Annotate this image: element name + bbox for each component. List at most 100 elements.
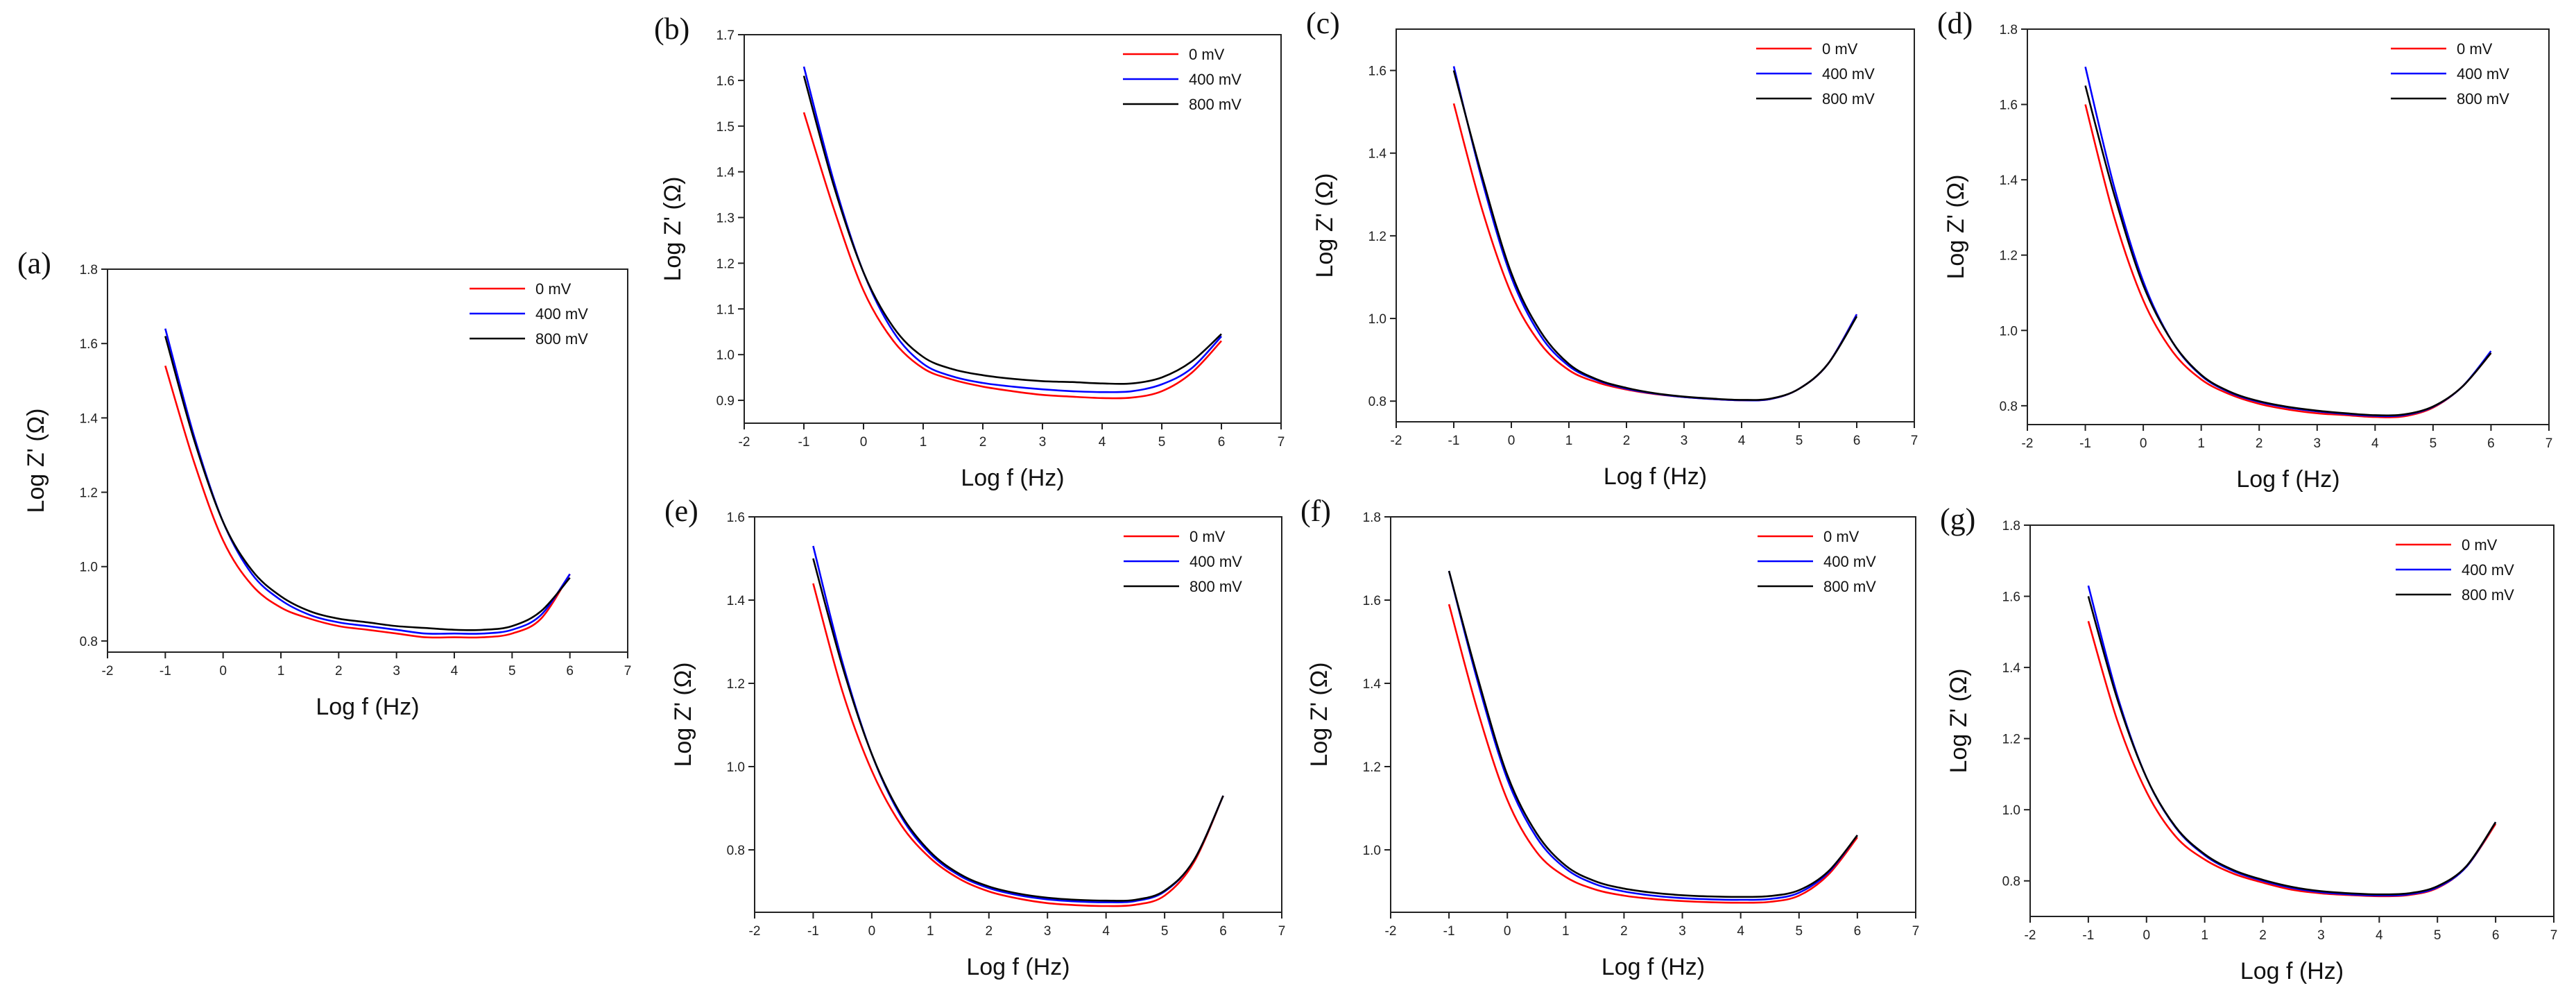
y-tick-label: 1.8 <box>2002 519 2020 533</box>
x-tick-label: 5 <box>2430 436 2437 451</box>
x-tick-label: 1 <box>1565 434 1573 448</box>
legend-label: 800 mV <box>1189 96 1242 113</box>
y-tick-label: 1.1 <box>716 302 735 317</box>
x-tick-label: 1 <box>277 664 285 678</box>
legend-label: 800 mV <box>2462 586 2514 604</box>
x-tick-label: 6 <box>1854 924 1862 939</box>
x-tick-label: 0 <box>1508 434 1515 448</box>
panel-label: (a) <box>17 246 51 280</box>
series-line-800-mv <box>812 558 1224 902</box>
chart-panel-a: -2 -1 0 1 2 3 4 5 6 7 0.8 1.0 1.2 1.4 1.6 1.8 Log f (Hz)… <box>17 246 631 720</box>
series-line-0-mv <box>1452 103 1858 402</box>
series-line-0-mv <box>802 112 1222 400</box>
legend-label: 0 mV <box>2462 536 2498 554</box>
x-tick-label: 4 <box>2371 436 2379 451</box>
y-tick-label: 1.8 <box>1363 511 1381 525</box>
x-tick-label: 0 <box>2140 436 2147 451</box>
y-tick-label: 1.2 <box>716 257 735 271</box>
y-tick-label: 1.2 <box>1368 230 1386 244</box>
chart-panel-e: -2 -1 0 1 2 3 4 5 6 7 0.8 1.0 1.2 1.4 1.6 Log f (Hz) Log… <box>664 494 1285 980</box>
series-line-800-mv <box>1448 570 1858 898</box>
x-tick-label: -2 <box>102 664 114 678</box>
x-tick-label: 4 <box>1738 434 1746 448</box>
panel-label: (e) <box>664 494 698 528</box>
series-line-800-mv <box>2087 596 2497 896</box>
x-tick-label: 1 <box>2197 436 2205 451</box>
series-line-0-mv <box>812 583 1224 907</box>
legend-label: 800 mV <box>535 330 588 348</box>
y-tick-label: 1.4 <box>716 166 735 180</box>
x-tick-label: 3 <box>1044 924 1051 939</box>
y-axis-title: Log Z' (Ω) <box>1312 173 1338 278</box>
x-axis-title: Log f (Hz) <box>961 465 1064 491</box>
x-tick-label: 3 <box>1681 434 1688 448</box>
x-tick-label: 4 <box>2376 928 2383 943</box>
series-line-0-mv <box>2084 104 2492 418</box>
x-tick-label: 3 <box>1039 435 1047 450</box>
legend-label: 800 mV <box>1190 578 1242 595</box>
series-line-400-mv <box>164 328 571 635</box>
x-tick-label: 0 <box>219 664 227 678</box>
x-axis-title: Log f (Hz) <box>2240 958 2344 984</box>
x-axis-title: Log f (Hz) <box>316 694 419 720</box>
x-tick-label: 6 <box>1218 435 1226 450</box>
y-tick-label: 0.8 <box>2000 400 2018 414</box>
x-tick-label: 2 <box>979 435 987 450</box>
y-tick-label: 0.9 <box>716 394 735 409</box>
x-tick-label: 3 <box>2313 436 2321 451</box>
legend-label: 0 mV <box>1823 528 1860 545</box>
y-tick-label: 1.2 <box>1363 760 1381 775</box>
x-tick-label: 0 <box>1504 924 1511 939</box>
y-tick-label: 1.2 <box>80 486 98 501</box>
series-line-800-mv <box>1452 70 1858 401</box>
legend-label: 400 mV <box>1822 65 1875 83</box>
y-tick-label: 1.6 <box>716 74 735 89</box>
y-tick-label: 1.0 <box>2000 324 2018 339</box>
chart-panel-f: -2 -1 0 1 2 3 4 5 6 7 1.0 1.2 1.4 1.6 1.8 Log f (Hz) Log… <box>1300 494 1919 980</box>
series-line-400-mv <box>1448 570 1858 901</box>
legend-label: 800 mV <box>1823 578 1876 595</box>
y-tick-label: 1.2 <box>727 677 745 692</box>
x-tick-label: 3 <box>2317 928 2325 943</box>
x-tick-label: 3 <box>393 664 400 678</box>
x-tick-label: -1 <box>2082 928 2094 943</box>
y-tick-label: 1.2 <box>2000 249 2018 264</box>
x-tick-label: 1 <box>927 924 934 939</box>
plot-frame <box>107 268 628 653</box>
y-tick-label: 1.6 <box>1363 594 1381 608</box>
plot-frame <box>1390 516 1916 913</box>
y-tick-label: 0.8 <box>2002 875 2020 889</box>
y-tick-label: 1.4 <box>2000 173 2018 188</box>
x-tick-label: 1 <box>2201 928 2208 943</box>
x-tick-label: 7 <box>1278 435 1285 450</box>
chart-panel-d: -2 -1 0 1 2 3 4 5 6 7 0.8 1.0 1.2 1.4 1.6 1.8 Log f (Hz)… <box>1937 6 2552 493</box>
x-tick-label: 0 <box>2143 928 2150 943</box>
x-tick-label: -2 <box>2025 928 2036 943</box>
plot-frame <box>744 34 1282 424</box>
x-tick-label: 5 <box>1795 924 1803 939</box>
y-tick-label: 0.8 <box>1368 395 1386 409</box>
panel-label: (c) <box>1306 6 1340 40</box>
y-tick-label: 1.0 <box>2002 803 2020 818</box>
legend-label: 0 mV <box>1190 528 1226 545</box>
x-tick-label: 2 <box>985 924 993 939</box>
x-tick-label: 4 <box>1737 924 1744 939</box>
legend-label: 400 mV <box>1823 553 1876 570</box>
x-tick-label: -1 <box>807 924 819 939</box>
x-tick-label: 7 <box>1278 924 1286 939</box>
panel-label: (f) <box>1300 494 1331 528</box>
x-tick-label: 6 <box>1219 924 1227 939</box>
legend-label: 400 mV <box>1190 553 1242 570</box>
legend-label: 400 mV <box>2457 65 2509 83</box>
panel-label: (g) <box>1940 502 1975 536</box>
x-tick-label: 1 <box>920 435 927 450</box>
x-tick-label: 7 <box>2545 436 2553 451</box>
y-axis-title: Log Z' (Ω) <box>23 409 49 513</box>
plot-frame <box>754 516 1282 913</box>
y-axis-title: Log Z' (Ω) <box>1946 669 1972 774</box>
y-tick-label: 1.6 <box>1368 65 1386 79</box>
x-tick-label: 5 <box>1796 434 1803 448</box>
y-tick-label: 1.0 <box>1363 844 1381 858</box>
x-tick-label: -2 <box>1385 924 1397 939</box>
y-axis-title: Log Z' (Ω) <box>1306 663 1332 767</box>
